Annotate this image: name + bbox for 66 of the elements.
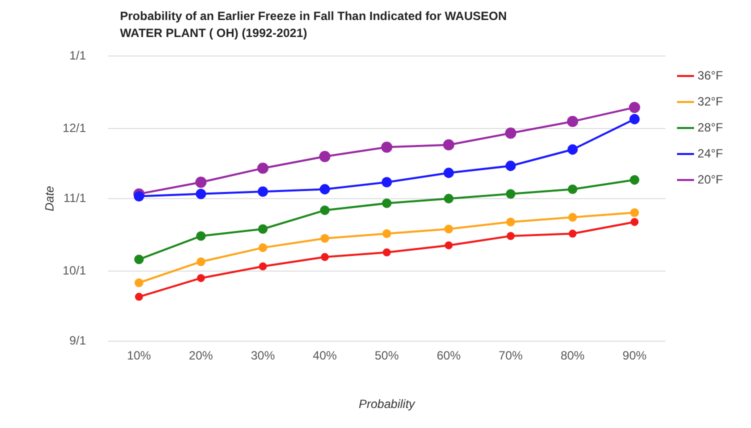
point: [628, 102, 640, 114]
point: [505, 128, 516, 139]
point: [568, 212, 578, 222]
point: [382, 248, 391, 256]
text: 9/1: [69, 334, 86, 348]
point: [506, 189, 516, 199]
point: [134, 191, 144, 202]
point: [257, 162, 268, 174]
x-tick-label: 10%: [126, 348, 152, 363]
point: [134, 278, 144, 288]
point: [258, 224, 268, 234]
point: [629, 114, 640, 124]
point: [134, 254, 144, 264]
y-axis-title: Date: [42, 186, 56, 212]
point: [196, 188, 206, 200]
text: 12/1: [62, 120, 86, 135]
point: [382, 229, 392, 238]
point: [382, 177, 392, 188]
point: [319, 150, 330, 162]
point: [444, 224, 454, 234]
point: [567, 116, 578, 128]
point: [506, 218, 516, 226]
x-tick-label: 20%: [188, 348, 214, 363]
point: [195, 176, 207, 188]
point: [444, 194, 454, 204]
point: [568, 230, 577, 238]
x-tick-label: 90%: [622, 348, 647, 363]
point: [320, 205, 330, 216]
point: [196, 274, 205, 282]
point: [444, 241, 453, 250]
legend-label: 20°F: [698, 172, 724, 186]
x-tick-label: 50%: [374, 348, 400, 363]
point: [381, 142, 392, 153]
point: [568, 184, 578, 194]
point: [320, 184, 330, 194]
x-tick-label: 70%: [498, 348, 523, 363]
point: [258, 186, 268, 197]
point: [630, 175, 640, 185]
text: 1/1: [69, 48, 86, 62]
point: [134, 292, 143, 301]
point: [506, 232, 515, 240]
chart-title: Probability of an Earlier Freeze in Fall Than Indicated for WAUSEON WATER PLANT ( OH) (1992-2021): [119, 8, 508, 42]
point: [320, 234, 330, 243]
legend-label: 32°F: [698, 94, 724, 108]
point: [567, 144, 578, 155]
point: [258, 262, 267, 270]
legend-label: 24°F: [698, 146, 724, 160]
x-tick-label: 80%: [560, 348, 585, 363]
point: [258, 243, 268, 252]
point: [630, 218, 639, 226]
point: [443, 139, 454, 150]
text: 11/1: [64, 190, 86, 205]
legend-label: 28°F: [698, 120, 724, 134]
x-tick-label: 40%: [312, 348, 338, 363]
point: [382, 198, 392, 208]
point: [196, 231, 206, 241]
x-axis-title: Probability: [358, 397, 416, 412]
legend-label: 36°F: [698, 68, 724, 82]
point: [320, 253, 329, 262]
text: 10/1: [62, 263, 86, 278]
point: [196, 257, 206, 266]
point: [505, 160, 516, 172]
point: [630, 208, 639, 218]
x-tick-label: 60%: [436, 348, 462, 363]
x-tick-label: 30%: [250, 348, 276, 363]
point: [444, 168, 454, 178]
